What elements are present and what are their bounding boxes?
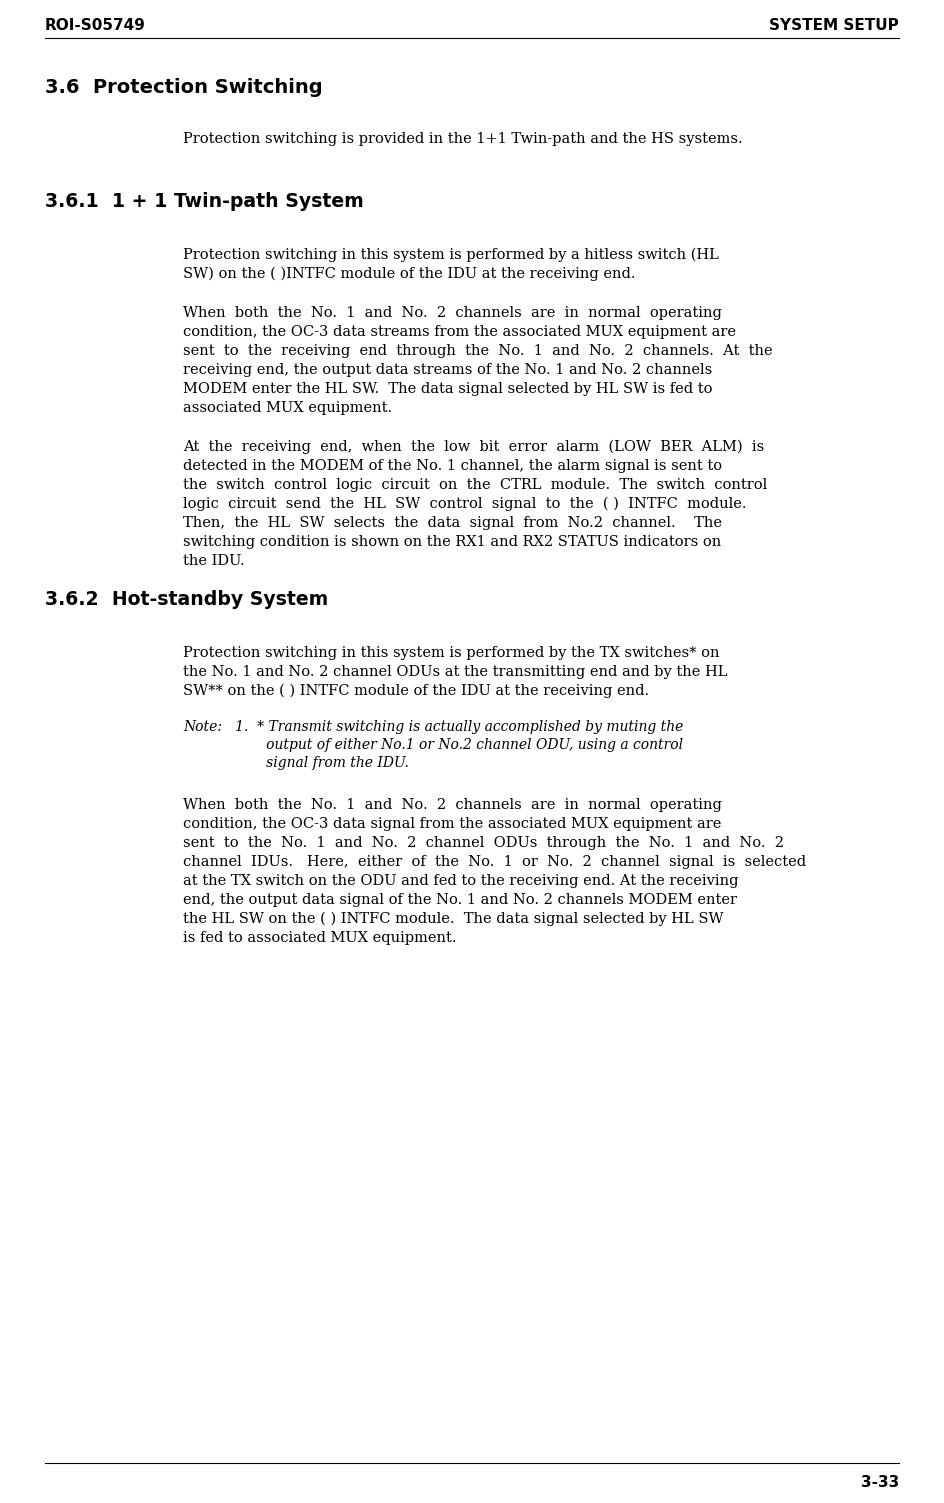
Text: Protection switching is provided in the 1+1 Twin-path and the HS systems.: Protection switching is provided in the … [183,132,743,146]
Text: sent  to  the  receiving  end  through  the  No.  1  and  No.  2  channels.  At : sent to the receiving end through the No… [183,344,772,358]
Text: receiving end, the output data streams of the No. 1 and No. 2 channels: receiving end, the output data streams o… [183,364,713,377]
Text: signal from the IDU.: signal from the IDU. [183,756,409,770]
Text: condition, the OC-3 data signal from the associated MUX equipment are: condition, the OC-3 data signal from the… [183,818,721,831]
Text: SW** on the ( ) INTFC module of the IDU at the receiving end.: SW** on the ( ) INTFC module of the IDU … [183,684,649,699]
Text: Protection switching in this system is performed by a hitless switch (HL: Protection switching in this system is p… [183,248,719,263]
Text: Then,  the  HL  SW  selects  the  data  signal  from  No.2  channel.    The: Then, the HL SW selects the data signal … [183,516,722,531]
Text: 3.6.1  1 + 1 Twin-path System: 3.6.1 1 + 1 Twin-path System [45,192,363,210]
Text: output of either No.1 or No.2 channel ODU, using a control: output of either No.1 or No.2 channel OD… [183,738,683,752]
Text: end, the output data signal of the No. 1 and No. 2 channels MODEM enter: end, the output data signal of the No. 1… [183,893,737,906]
Text: the HL SW on the ( ) INTFC module.  The data signal selected by HL SW: the HL SW on the ( ) INTFC module. The d… [183,912,723,926]
Text: When  both  the  No.  1  and  No.  2  channels  are  in  normal  operating: When both the No. 1 and No. 2 channels a… [183,307,722,320]
Text: 3.6.2  Hot-standby System: 3.6.2 Hot-standby System [45,591,329,609]
Text: Note:   1.  * Transmit switching is actually accomplished by muting the: Note: 1. * Transmit switching is actuall… [183,720,683,733]
Text: logic  circuit  send  the  HL  SW  control  signal  to  the  ( )  INTFC  module.: logic circuit send the HL SW control sig… [183,497,747,511]
Text: At  the  receiving  end,  when  the  low  bit  error  alarm  (LOW  BER  ALM)  is: At the receiving end, when the low bit e… [183,440,765,454]
Text: at the TX switch on the ODU and fed to the receiving end. At the receiving: at the TX switch on the ODU and fed to t… [183,875,738,888]
Text: is fed to associated MUX equipment.: is fed to associated MUX equipment. [183,930,457,945]
Text: SYSTEM SETUP: SYSTEM SETUP [769,18,899,33]
Text: switching condition is shown on the RX1 and RX2 STATUS indicators on: switching condition is shown on the RX1 … [183,535,721,549]
Text: detected in the MODEM of the No. 1 channel, the alarm signal is sent to: detected in the MODEM of the No. 1 chann… [183,458,722,473]
Text: Protection switching in this system is performed by the TX switches* on: Protection switching in this system is p… [183,646,719,660]
Text: SW) on the ( )INTFC module of the IDU at the receiving end.: SW) on the ( )INTFC module of the IDU at… [183,268,635,281]
Text: 3.6  Protection Switching: 3.6 Protection Switching [45,78,323,98]
Text: When  both  the  No.  1  and  No.  2  channels  are  in  normal  operating: When both the No. 1 and No. 2 channels a… [183,798,722,812]
Text: the No. 1 and No. 2 channel ODUs at the transmitting end and by the HL: the No. 1 and No. 2 channel ODUs at the … [183,664,728,679]
Text: sent  to  the  No.  1  and  No.  2  channel  ODUs  through  the  No.  1  and  No: sent to the No. 1 and No. 2 channel ODUs… [183,836,784,851]
Text: the IDU.: the IDU. [183,555,244,568]
Text: ROI-S05749: ROI-S05749 [45,18,146,33]
Text: the  switch  control  logic  circuit  on  the  CTRL  module.  The  switch  contr: the switch control logic circuit on the … [183,478,767,491]
Text: channel  IDUs.   Here,  either  of  the  No.  1  or  No.  2  channel  signal  is: channel IDUs. Here, either of the No. 1 … [183,855,806,869]
Text: associated MUX equipment.: associated MUX equipment. [183,401,392,415]
Text: condition, the OC-3 data streams from the associated MUX equipment are: condition, the OC-3 data streams from th… [183,325,736,340]
Text: MODEM enter the HL SW.  The data signal selected by HL SW is fed to: MODEM enter the HL SW. The data signal s… [183,382,713,395]
Text: 3-33: 3-33 [861,1474,899,1489]
